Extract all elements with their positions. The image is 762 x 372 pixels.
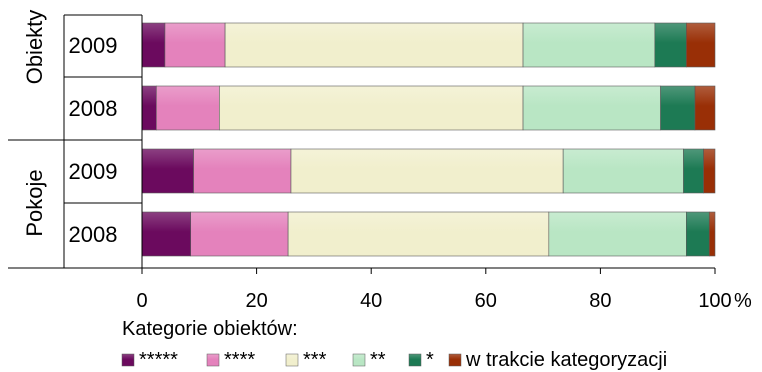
x-tick-label-80: 80 — [589, 290, 611, 312]
legend-item-1: ***** — [121, 349, 178, 371]
legend-label-5: * — [426, 349, 434, 371]
bar-pokoje-2009-2 — [193, 148, 292, 194]
bar-obiekty-2008-6 — [694, 85, 716, 131]
x-tick-label-20: 20 — [245, 290, 267, 312]
bar-obiekty-2008-1 — [141, 85, 157, 131]
x-unit-label: % — [734, 290, 752, 312]
bar-obiekty-2009-5 — [654, 22, 687, 68]
labels-layer: 2009 2008 2009 2008 Obiekty Pokoje 0 20 40 60 80 10… — [22, 10, 752, 312]
row-label-obiekty-2008: 2008 — [69, 96, 118, 121]
bar-pokoje-2008-5 — [686, 211, 710, 257]
bar-obiekty-2009-6 — [686, 22, 716, 68]
legend: Kategorie obiektów:***** **** *** ** * w trak… — [121, 318, 667, 371]
legend-item-4: ** — [352, 349, 386, 371]
legend-item-5: * — [408, 349, 434, 371]
legend-swatch-5 — [408, 353, 422, 367]
legend-item-3: *** — [285, 349, 327, 371]
bar-obiekty-2009-3 — [224, 22, 524, 68]
bar-pokoje-2008-2 — [190, 211, 289, 257]
legend-label-1: ***** — [139, 349, 178, 371]
legend-item-2: **** — [206, 349, 255, 371]
bar-obiekty-2009-4 — [522, 22, 656, 68]
bar-pokoje-2009-1 — [141, 148, 194, 194]
legend-label-4: ** — [370, 349, 386, 371]
legend-label-3: *** — [303, 349, 327, 371]
bar-obiekty-2008-2 — [156, 85, 220, 131]
legend-title: Kategorie obiektów: — [122, 318, 298, 340]
bar-obiekty-2008-4 — [522, 85, 661, 131]
bar-pokoje-2009-3 — [290, 148, 564, 194]
bar-pokoje-2008-6 — [708, 211, 716, 257]
group-label-pokoje: Pokoje — [22, 169, 47, 236]
bar-pokoje-2008-1 — [141, 211, 192, 257]
bar-pokoje-2009-4 — [562, 148, 684, 194]
legend-swatch-3 — [285, 353, 299, 367]
legend-swatch-4 — [352, 353, 366, 367]
bar-pokoje-2008-4 — [548, 211, 687, 257]
x-tick-label-40: 40 — [360, 290, 382, 312]
legend-swatch-1 — [121, 353, 135, 367]
bar-pokoje-2009-5 — [683, 148, 704, 194]
bar-obiekty-2008-5 — [660, 85, 696, 131]
bar-obiekty-2009-1 — [141, 22, 166, 68]
legend-label-6: w trakcie kategoryzacji — [465, 349, 667, 371]
legend-label-2: **** — [224, 349, 255, 371]
bar-pokoje-2008-3 — [287, 211, 550, 257]
bar-obiekty-2008-3 — [219, 85, 524, 131]
bars-layer — [141, 22, 716, 257]
axes-layer — [8, 14, 716, 274]
bar-pokoje-2009-6 — [703, 148, 716, 194]
x-tick-label-60: 60 — [475, 290, 497, 312]
row-label-pokoje-2009: 2009 — [69, 159, 118, 184]
row-label-obiekty-2009: 2009 — [69, 33, 118, 58]
legend-item-6: w trakcie kategoryzacji — [448, 349, 667, 371]
legend-swatch-6 — [448, 353, 462, 367]
legend-swatch-2 — [206, 353, 220, 367]
x-tick-label-100: 100 — [698, 290, 731, 312]
group-label-obiekty: Obiekty — [22, 10, 47, 85]
x-tick-label-0: 0 — [136, 290, 147, 312]
row-label-pokoje-2008: 2008 — [69, 222, 118, 247]
bar-obiekty-2009-2 — [164, 22, 226, 68]
